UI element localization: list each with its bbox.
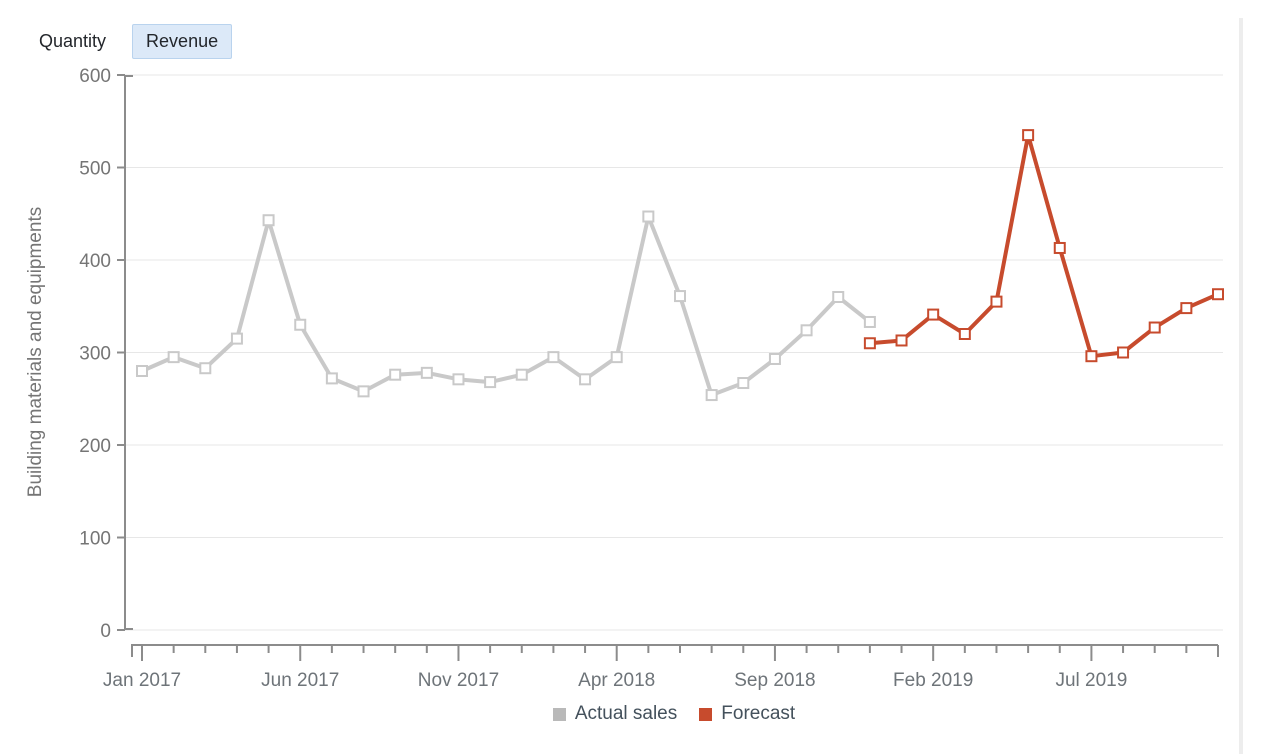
- data-point-marker[interactable]: [579, 373, 592, 386]
- x-tick-label: Nov 2017: [418, 670, 499, 691]
- x-tick-label: Jan 2017: [103, 670, 181, 691]
- data-point-marker[interactable]: [674, 290, 686, 303]
- x-axis: Jan 2017 Jun 2017 Nov 2017 Apr 2018 Sep 2018…: [103, 644, 1219, 691]
- legend-label-actual-sales: Actual sales: [574, 703, 678, 724]
- panel-divider: [1239, 18, 1243, 754]
- y-tick-label: 400: [79, 251, 111, 272]
- data-point-marker[interactable]: [705, 389, 718, 402]
- y-axis: 0 100 200 300 400 500 600: [79, 66, 133, 642]
- x-tick-label: Feb 2019: [893, 670, 973, 691]
- data-point-marker[interactable]: [737, 377, 750, 390]
- legend-item-actual-sales[interactable]: Actual sales: [552, 703, 678, 725]
- y-tick-label: 300: [79, 344, 111, 365]
- chart-value-tabs: Quantity Revenue: [25, 24, 233, 59]
- data-point-marker[interactable]: [800, 324, 813, 337]
- series-line: [140, 214, 872, 398]
- data-point-marker[interactable]: [990, 295, 1003, 308]
- legend-item-forecast[interactable]: Forecast: [699, 703, 795, 725]
- data-point-marker[interactable]: [1085, 350, 1098, 363]
- y-tick-label: 200: [79, 436, 111, 457]
- data-point-marker[interactable]: [927, 308, 940, 321]
- data-point-marker[interactable]: [515, 368, 528, 381]
- data-point-marker[interactable]: [484, 376, 497, 389]
- series-line: [867, 133, 1220, 359]
- data-point-marker[interactable]: [325, 372, 338, 385]
- x-tick-label: Apr 2018: [578, 670, 655, 691]
- data-point-marker[interactable]: [610, 351, 623, 364]
- data-point-marker[interactable]: [1053, 241, 1066, 254]
- data-point-marker[interactable]: [895, 334, 908, 347]
- x-tick-label: Jun 2017: [261, 670, 339, 691]
- data-point-marker[interactable]: [1117, 346, 1130, 359]
- data-point-marker[interactable]: [863, 337, 876, 350]
- data-point-marker[interactable]: [1148, 321, 1161, 334]
- data-point-marker[interactable]: [863, 315, 876, 328]
- data-point-marker[interactable]: [547, 351, 560, 364]
- data-point-marker[interactable]: [1212, 288, 1224, 301]
- y-tick-label: 0: [100, 621, 111, 642]
- forecast-marker-icon: [699, 707, 713, 721]
- legend-label-forecast: Forecast: [721, 703, 796, 724]
- x-tick-label: Jul 2019: [1055, 670, 1127, 691]
- tab-revenue[interactable]: Revenue: [132, 24, 233, 59]
- chart-legend: Actual sales Forecast: [125, 703, 1223, 725]
- y-tick-label: 500: [79, 159, 111, 180]
- data-point-marker[interactable]: [262, 214, 275, 227]
- tab-quantity[interactable]: Quantity: [39, 31, 107, 51]
- data-point-marker[interactable]: [832, 291, 845, 303]
- y-tick-label: 600: [79, 66, 111, 87]
- data-point-marker[interactable]: [389, 368, 402, 381]
- series-forecast: [863, 129, 1224, 363]
- actual-sales-marker-icon: [552, 707, 566, 721]
- gridlines: [125, 74, 1223, 631]
- data-point-marker[interactable]: [199, 362, 212, 375]
- data-point-marker[interactable]: [642, 210, 655, 223]
- x-tick-label: Sep 2018: [734, 670, 815, 691]
- data-point-marker[interactable]: [167, 351, 180, 364]
- y-tick-label: 100: [79, 529, 111, 550]
- data-point-marker[interactable]: [768, 352, 781, 365]
- series-actual-sales: [136, 210, 876, 402]
- data-point-marker[interactable]: [1022, 129, 1035, 142]
- data-point-marker[interactable]: [420, 366, 433, 379]
- data-point-marker[interactable]: [294, 318, 307, 331]
- data-point-marker[interactable]: [136, 365, 148, 377]
- data-point-marker[interactable]: [230, 332, 243, 345]
- data-point-marker[interactable]: [452, 373, 465, 386]
- data-point-marker[interactable]: [357, 385, 370, 398]
- data-point-marker[interactable]: [1180, 302, 1193, 315]
- data-point-marker[interactable]: [958, 328, 971, 340]
